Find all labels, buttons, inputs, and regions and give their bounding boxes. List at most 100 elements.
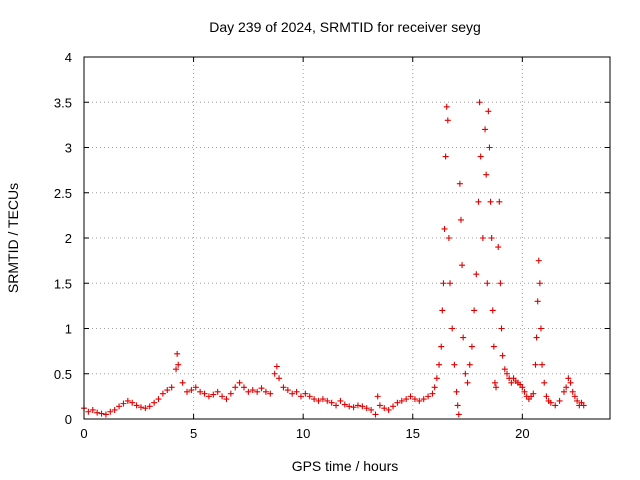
data-point [490, 343, 497, 350]
data-point [485, 108, 492, 115]
data-point [468, 343, 475, 350]
data-point [456, 180, 463, 187]
y-tick-label: 4 [65, 50, 72, 65]
data-point [499, 352, 506, 359]
data-point [479, 235, 486, 241]
data-point [574, 397, 581, 404]
data-point [416, 397, 423, 404]
data-point [471, 307, 478, 314]
data-point [155, 396, 162, 403]
data-point [488, 235, 495, 241]
data-point [368, 406, 375, 413]
data-point [89, 406, 96, 413]
data-point [445, 235, 452, 241]
data-point [567, 379, 574, 386]
data-point [580, 402, 587, 409]
data-point [532, 361, 539, 368]
data-point [457, 216, 464, 223]
data-point [102, 411, 109, 418]
data-point [311, 396, 318, 403]
chart-title: Day 239 of 2024, SRMTID for receiver sey… [209, 19, 481, 35]
data-point [328, 399, 335, 406]
data-point [376, 402, 383, 409]
data-point [420, 396, 427, 403]
data-point [535, 257, 542, 264]
data-point [390, 403, 397, 410]
x-axis-ticks: 0 5 10 15 20 [80, 57, 530, 441]
data-point [541, 379, 548, 386]
data-points [81, 99, 587, 418]
data-point [493, 384, 500, 391]
data-point [571, 393, 578, 400]
data-point [451, 361, 458, 368]
data-point [459, 262, 466, 269]
data-point [385, 406, 392, 413]
data-point [438, 343, 445, 350]
data-point [219, 393, 226, 400]
data-point [98, 410, 105, 417]
data-point [565, 375, 572, 382]
data-point [403, 396, 410, 403]
plot-frame [83, 56, 611, 420]
data-point [124, 397, 131, 404]
data-point [116, 403, 123, 410]
data-point [543, 393, 550, 400]
data-point [521, 388, 528, 395]
data-point [210, 391, 217, 398]
data-point [477, 153, 484, 160]
data-point [455, 411, 462, 418]
data-point [429, 390, 436, 397]
y-tick-label: 0.5 [54, 367, 72, 382]
x-tick-label: 10 [296, 426, 310, 441]
data-point [214, 388, 221, 395]
data-point [175, 361, 182, 368]
data-point [394, 399, 401, 406]
data-point [107, 408, 114, 415]
data-point [173, 366, 180, 373]
data-point [498, 325, 505, 332]
data-point [276, 375, 283, 382]
data-point [530, 390, 537, 397]
data-point [552, 402, 559, 409]
data-point [142, 405, 149, 412]
data-point [495, 244, 502, 251]
data-point [569, 388, 576, 395]
data-point [483, 171, 490, 178]
data-point [232, 384, 239, 391]
data-point [319, 396, 326, 403]
data-point [503, 370, 510, 377]
data-point [563, 384, 570, 391]
data-point [497, 280, 504, 287]
data-point [464, 379, 471, 386]
data-point [249, 387, 256, 394]
data-point [192, 384, 199, 391]
y-tick-label: 3.5 [54, 95, 72, 110]
data-point [462, 370, 469, 377]
y-tick-label: 2.5 [54, 186, 72, 201]
x-tick-label: 0 [80, 426, 87, 441]
data-point [398, 397, 405, 404]
data-point [372, 411, 379, 418]
data-point [337, 397, 344, 404]
x-tick-label: 20 [515, 426, 529, 441]
data-point [547, 399, 554, 406]
data-point [315, 397, 322, 404]
x-tick-label: 15 [406, 426, 420, 441]
data-point [302, 390, 309, 397]
data-point [324, 397, 331, 404]
data-point [411, 396, 418, 403]
data-point [168, 384, 175, 391]
data-point [262, 388, 269, 395]
data-point [433, 375, 440, 382]
data-point [425, 393, 432, 400]
data-point [449, 325, 456, 332]
data-point [533, 334, 540, 341]
y-tick-label: 3 [65, 141, 72, 156]
data-point [258, 385, 265, 392]
data-point [350, 404, 357, 411]
data-point [534, 298, 541, 305]
data-point [508, 379, 515, 386]
data-point [111, 406, 118, 413]
data-point [273, 363, 280, 370]
